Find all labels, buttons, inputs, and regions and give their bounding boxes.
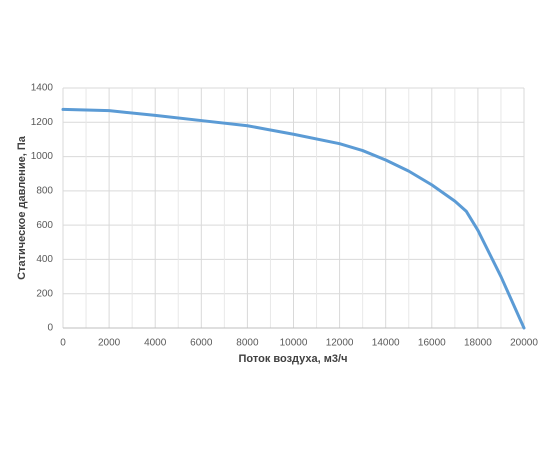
y-tick-label: 200 [36, 288, 53, 299]
x-tick-label: 12000 [326, 338, 354, 349]
x-axis-title: Поток воздуха, м3/ч [239, 353, 348, 365]
y-tick-label: 1000 [31, 151, 54, 162]
x-tick-label: 16000 [418, 338, 446, 349]
y-tick-label: 1400 [31, 83, 54, 94]
y-tick-label: 800 [36, 185, 53, 196]
y-axis-title: Статическое давление, Па [16, 135, 28, 280]
y-tick-label: 1200 [31, 117, 54, 128]
y-tick-label: 0 [47, 323, 53, 334]
y-tick-label: 400 [36, 254, 53, 265]
x-tick-label: 6000 [190, 338, 213, 349]
x-tick-label: 18000 [464, 338, 492, 349]
x-tick-label: 20000 [510, 338, 538, 349]
x-tick-label: 4000 [144, 338, 167, 349]
x-tick-label: 0 [60, 338, 66, 349]
data-line [61, 107, 526, 330]
x-tick-label: 14000 [372, 338, 400, 349]
x-tick-label: 8000 [236, 338, 259, 349]
x-tick-label: 10000 [280, 338, 308, 349]
y-tick-label: 600 [36, 220, 53, 231]
x-tick-label: 2000 [98, 338, 121, 349]
